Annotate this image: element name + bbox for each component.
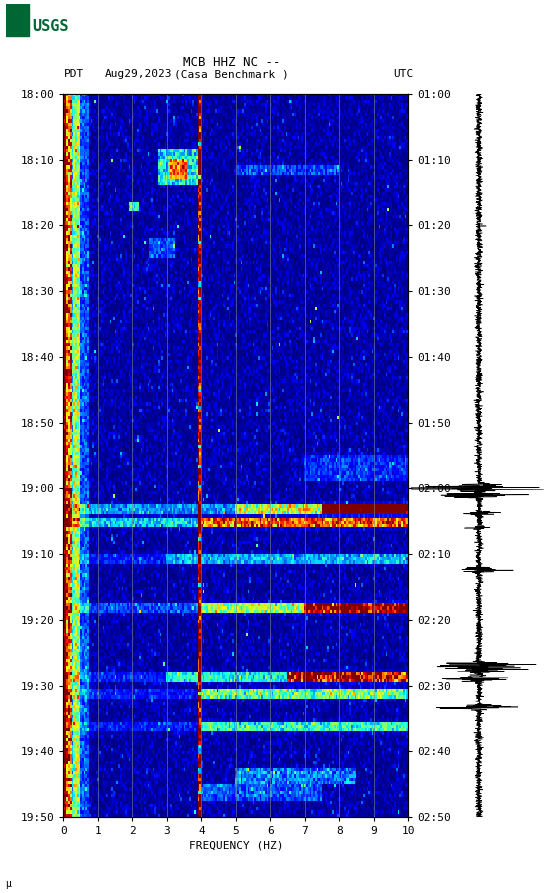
- Text: USGS: USGS: [32, 20, 68, 34]
- Text: MCB HHZ NC --: MCB HHZ NC --: [183, 56, 280, 69]
- Bar: [6, 4, 29, 36]
- Text: Aug29,2023: Aug29,2023: [105, 69, 172, 79]
- X-axis label: FREQUENCY (HZ): FREQUENCY (HZ): [189, 840, 283, 850]
- Text: UTC: UTC: [393, 69, 413, 79]
- Text: (Casa Benchmark ): (Casa Benchmark ): [174, 69, 289, 79]
- Text: PDT: PDT: [63, 69, 84, 79]
- Text: μ: μ: [6, 879, 12, 889]
